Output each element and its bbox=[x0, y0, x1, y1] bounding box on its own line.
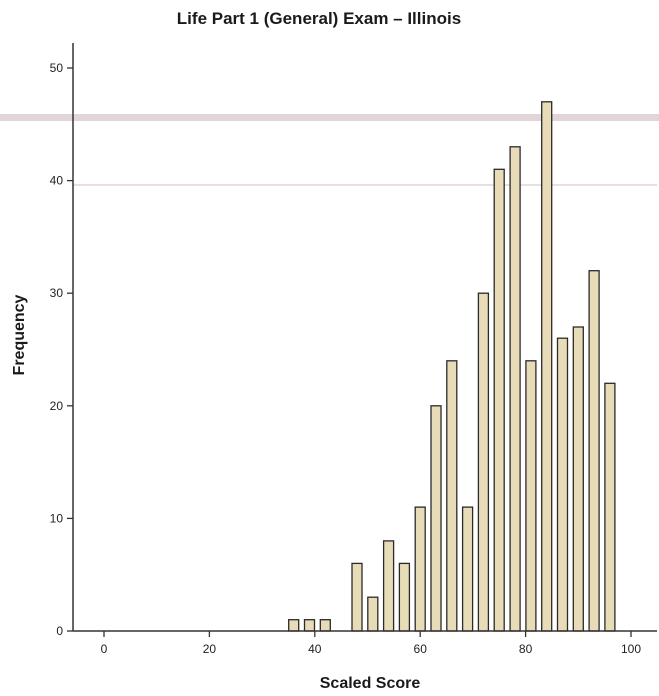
y-tick-label: 10 bbox=[50, 511, 64, 525]
histogram-bar bbox=[351, 562, 363, 632]
histogram-bar bbox=[477, 292, 490, 632]
histogram-bar bbox=[604, 382, 616, 632]
x-tick-label: 40 bbox=[308, 642, 322, 656]
histogram-bar bbox=[430, 405, 442, 632]
histogram-bar bbox=[509, 146, 521, 632]
x-tick-label: 100 bbox=[621, 642, 641, 656]
histogram-bar bbox=[572, 326, 584, 632]
histogram-bar bbox=[588, 270, 600, 632]
histogram-bar bbox=[382, 540, 395, 632]
histogram-bar bbox=[461, 506, 474, 632]
y-axis-label: Frequency bbox=[11, 294, 28, 375]
histogram-bar bbox=[303, 619, 316, 632]
y-tick-label: 30 bbox=[50, 286, 64, 300]
histogram-bar bbox=[288, 619, 300, 632]
y-ticks-group: 0 10 20 30 40 50 bbox=[50, 61, 73, 638]
histogram-bar bbox=[541, 101, 553, 632]
plot-area bbox=[73, 43, 657, 631]
histogram-bar bbox=[367, 596, 379, 632]
y-tick-label: 50 bbox=[50, 61, 64, 75]
histogram-bar bbox=[525, 360, 537, 632]
x-ticks-group: 0 20 40 60 80 100 bbox=[101, 631, 641, 656]
x-tick-label: 80 bbox=[519, 642, 533, 656]
chart-title: Life Part 1 (General) Exam – Illinois bbox=[177, 9, 461, 28]
bars-group bbox=[288, 101, 616, 632]
x-tick-label: 0 bbox=[101, 642, 108, 656]
x-tick-label: 20 bbox=[203, 642, 217, 656]
scan-artifact bbox=[0, 114, 659, 186]
y-tick-label: 0 bbox=[56, 624, 63, 638]
y-tick-label: 40 bbox=[50, 174, 64, 188]
x-tick-label: 60 bbox=[414, 642, 428, 656]
y-tick-label: 20 bbox=[50, 399, 64, 413]
histogram-bar bbox=[414, 506, 426, 632]
histogram-bar bbox=[493, 168, 505, 632]
histogram-bar bbox=[398, 562, 411, 632]
histogram-bar bbox=[446, 360, 458, 632]
x-axis-label: Scaled Score bbox=[320, 675, 421, 692]
histogram-bar bbox=[319, 619, 331, 632]
histogram-bar bbox=[556, 337, 569, 632]
